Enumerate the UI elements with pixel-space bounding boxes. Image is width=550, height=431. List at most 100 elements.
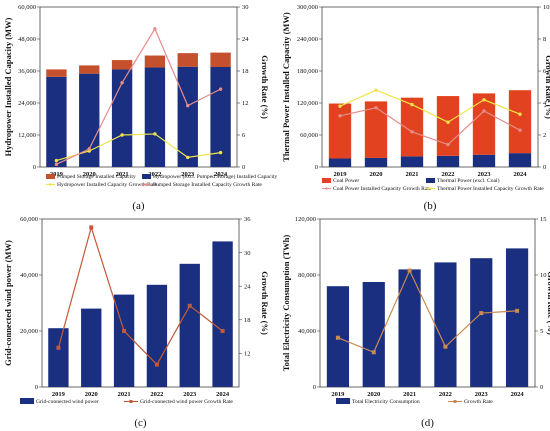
- y-tick-label: 24,000: [18, 100, 36, 107]
- legend-marker: [49, 183, 52, 186]
- plot-frame: [321, 6, 539, 168]
- series-point: [218, 87, 223, 91]
- legend: Pumped Storage Installed Capacity Hydropo…: [46, 173, 277, 188]
- y2-tick-label: 0: [242, 164, 245, 171]
- y-tick-label: 0: [313, 384, 316, 391]
- bar-top: [111, 60, 133, 70]
- bar-top: [177, 53, 198, 67]
- y2-axis-label: Growth Rate (%): [260, 271, 270, 335]
- y2-tick-label: 2: [543, 132, 546, 139]
- panel-label: (a): [132, 200, 145, 212]
- y2-tick-label: 30: [242, 4, 249, 11]
- legend: Grid-connected wind power Grid-connected …: [20, 398, 233, 405]
- bar: [179, 263, 200, 387]
- bar: [470, 258, 493, 387]
- y-axis-label: Total Electricity Consumption (TWh): [281, 235, 291, 372]
- x-tick-label: 2024: [214, 171, 228, 178]
- y2-tick-label: 5: [540, 328, 543, 335]
- series-point: [338, 104, 342, 108]
- legend-label: Total Electricity Consumption: [352, 399, 420, 405]
- x-tick-label: 2020: [370, 171, 383, 178]
- legend-marker: [325, 187, 328, 190]
- bar-base: [79, 73, 100, 167]
- series-point: [515, 308, 520, 313]
- chart-panel-1: 0 12,000 24,000 36,000 48,000 60,000 0 6 12 18 24 3…: [3, 4, 277, 212]
- panel-label: (b): [424, 200, 437, 212]
- y2-axis-label: Growth Rate (%): [546, 271, 550, 335]
- legend-label: Growth Rate: [464, 399, 493, 405]
- legend-label: Hydropower (excl. Pumped Storage) Instal…: [153, 173, 277, 180]
- y2-tick-label: 30: [244, 250, 251, 257]
- bar-base: [364, 157, 388, 167]
- bar-top: [328, 103, 352, 159]
- series-point: [371, 350, 376, 355]
- y-tick-label: 60,000: [18, 4, 36, 11]
- series-line: [339, 89, 521, 123]
- series-point: [56, 345, 61, 350]
- legend: Coal Power Thermal Power (excl. Coal) Coal…: [322, 177, 544, 192]
- x-tick-label: 2019: [50, 171, 64, 178]
- bar-top: [144, 55, 166, 68]
- bar: [398, 269, 421, 387]
- y2-tick-label: 10: [543, 4, 550, 11]
- x-tick-label: 2022: [148, 171, 161, 178]
- bar: [113, 294, 135, 387]
- x-tick-label: 2019: [331, 391, 345, 398]
- bar-top: [436, 96, 460, 156]
- series-point: [120, 133, 124, 137]
- chart-panel-3: 0 20,000 40,000 60,000 12 18 24 30 36 2019 2020 202…: [3, 216, 270, 429]
- legend: Total Electricity Consumption Growth Rate: [336, 398, 493, 405]
- y2-tick-label: 8: [543, 36, 546, 43]
- y-tick-label: 120,000: [295, 216, 316, 223]
- bar-top: [46, 69, 67, 77]
- series-point: [446, 142, 450, 147]
- y-tick-label: 36,000: [18, 68, 36, 75]
- series-point: [482, 98, 486, 102]
- y-tick-label: 180,000: [297, 68, 318, 75]
- bar-top: [472, 93, 496, 155]
- series-point: [374, 88, 378, 92]
- y2-tick-label: 15: [540, 216, 547, 223]
- series-point: [89, 225, 94, 230]
- y2-tick-label: 0: [543, 164, 546, 171]
- legend-label: Thermal Power Installed Capacity Growth …: [437, 186, 544, 192]
- legend-label: Thermal Power (excl. Coal): [437, 177, 500, 184]
- x-tick-label: 2020: [367, 391, 380, 398]
- series-point: [443, 344, 448, 349]
- series-point: [153, 132, 157, 136]
- y2-tick-label: 18: [244, 317, 251, 324]
- x-tick-label: 2023: [183, 391, 197, 398]
- plot-frame: [41, 218, 240, 388]
- y2-tick-label: 4: [543, 100, 547, 107]
- y-axis-label: Thermal Power Installed Capacity (MW): [281, 12, 291, 162]
- y2-tick-label: 36: [244, 216, 251, 223]
- series-point: [446, 120, 450, 124]
- series-point: [220, 329, 225, 333]
- y-tick-label: 80,000: [298, 272, 316, 279]
- legend-marker: [145, 183, 148, 186]
- x-tick-label: 2020: [83, 171, 96, 178]
- chart-panel-2: 0 60,000 120,000 180,000 240,000 300,000 0 2 4 6 8…: [281, 4, 550, 212]
- x-tick-label: 2024: [511, 391, 525, 398]
- y2-tick-label: 6: [543, 68, 547, 75]
- legend-swatch: [322, 178, 331, 183]
- x-tick-label: 2024: [514, 171, 528, 178]
- legend-label: Grid-connected wind power Growth Rate: [140, 399, 233, 405]
- x-tick-label: 2021: [406, 171, 419, 178]
- legend-label: Coal Power: [333, 178, 359, 184]
- series-point: [410, 102, 414, 107]
- y-tick-label: 0: [315, 164, 318, 171]
- bar-base: [177, 66, 198, 167]
- y-tick-label: 60,000: [20, 216, 38, 223]
- legend-marker: [429, 187, 432, 190]
- y-tick-label: 40,000: [20, 272, 38, 279]
- y-axis-label: Grid-connected wind power (MW): [3, 240, 13, 366]
- series-point: [54, 158, 59, 163]
- y2-tick-label: 10: [540, 272, 547, 279]
- legend-marker: [453, 400, 457, 403]
- bar-base: [436, 155, 460, 167]
- panel-label: (d): [421, 417, 434, 429]
- bar: [434, 262, 457, 387]
- x-tick-label: 2023: [181, 171, 195, 178]
